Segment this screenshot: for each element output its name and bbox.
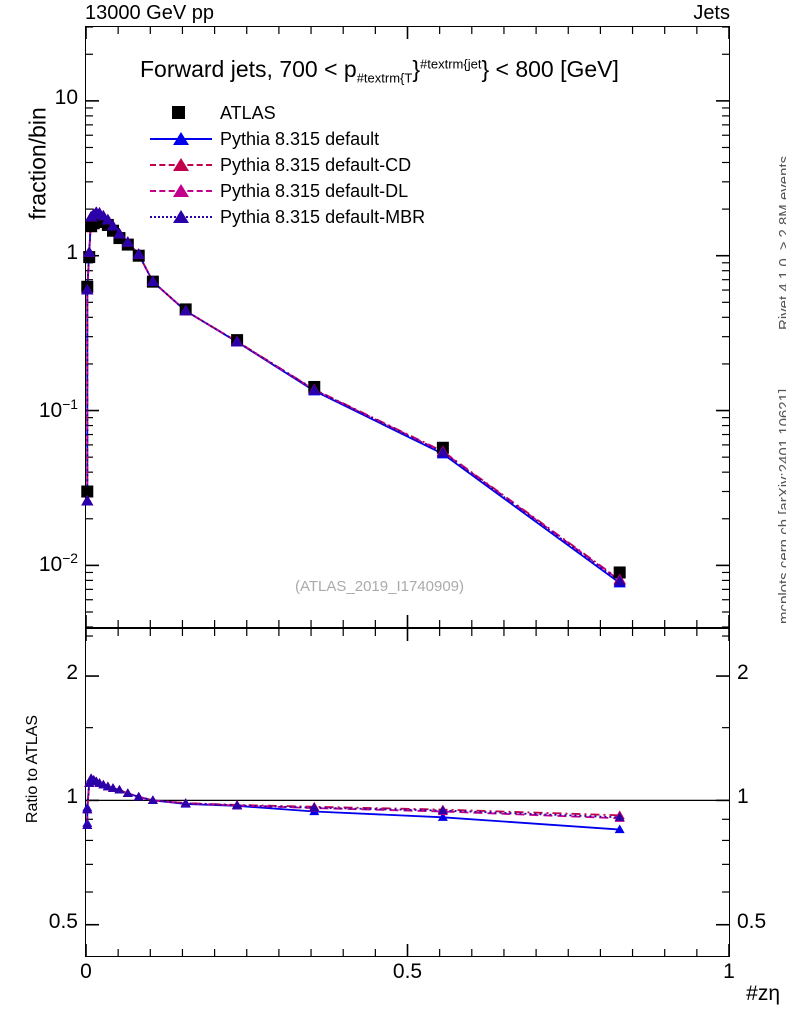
data-marker-triangle <box>108 783 119 792</box>
legend-key-2 <box>150 155 212 175</box>
plot-title: Forward jets, 700 < p#textrm{T}#textrm{j… <box>140 56 619 86</box>
data-marker-triangle <box>107 220 120 231</box>
data-marker-triangle <box>82 804 93 814</box>
data-marker-triangle <box>113 228 126 239</box>
ratio-plot-frame <box>85 628 730 957</box>
ratio-line-pythia-8-315-default <box>86 777 620 831</box>
legend-marker-triangle <box>173 132 189 145</box>
data-marker-triangle <box>614 824 625 834</box>
data-marker-triangle <box>81 284 94 295</box>
data-marker-triangle <box>614 812 625 821</box>
ratio-y-tick-label-l: 2 <box>66 661 78 685</box>
data-marker-triangle <box>114 784 125 794</box>
data-marker-triangle <box>132 248 145 259</box>
plot-title-sup: #textrm{jet <box>420 56 482 72</box>
data-marker-triangle <box>613 575 626 586</box>
plot-title-suffix: } < 800 [GeV] <box>481 56 619 82</box>
analysis-category-label: Jets <box>693 2 730 24</box>
data-marker-triangle <box>146 275 159 286</box>
main-plot-frame <box>85 26 730 628</box>
legend-marker-triangle <box>173 184 189 197</box>
data-marker-triangle <box>180 798 191 807</box>
main-y-tick-label: 10 <box>54 85 78 109</box>
legend-marker-square <box>172 106 185 119</box>
legend-label-4: Pythia 8.315 default-MBR <box>220 207 426 227</box>
data-marker-triangle <box>437 812 448 821</box>
ratio-y-tick-label-l: 0.5 <box>48 909 78 933</box>
legend-key-3 <box>150 181 212 201</box>
data-marker-triangle <box>83 246 96 257</box>
legend-item-2[interactable]: Pythia 8.315 default-CD <box>150 152 425 178</box>
data-marker-triangle <box>82 820 93 829</box>
legend-marker-triangle <box>173 210 189 223</box>
data-marker-triangle <box>232 800 243 809</box>
plot-title-sub: #textrm{T <box>356 70 413 86</box>
data-marker-triangle <box>436 446 449 457</box>
series-line-pythia-8-315-default <box>86 211 621 584</box>
data-marker-triangle <box>308 383 321 395</box>
legend-key-0 <box>150 103 212 123</box>
main-y-tick-label: 10−1 <box>38 395 78 422</box>
data-marker-triangle <box>309 802 320 812</box>
data-marker-square <box>613 566 626 579</box>
data-marker-triangle <box>122 788 133 797</box>
main-y-tick-label: 10−2 <box>38 550 78 577</box>
ratio-y-tick-label-r: 0.5 <box>737 909 767 933</box>
x-tick-label: 1 <box>723 960 735 983</box>
legend-label-1: Pythia 8.315 default <box>220 129 380 149</box>
legend-key-4 <box>150 207 212 227</box>
data-marker-triangle <box>101 214 114 225</box>
data-marker-triangle <box>133 791 144 801</box>
legend-item-3[interactable]: Pythia 8.315 default-DL <box>150 178 425 204</box>
x-tick-label: 0.5 <box>392 960 423 983</box>
collision-energy-label: 13000 GeV pp <box>85 2 214 24</box>
data-marker-triangle <box>81 495 94 506</box>
x-tick-label: 0 <box>80 960 92 983</box>
ratio-y-tick-label-r: 1 <box>737 785 749 809</box>
data-marker-triangle <box>231 335 244 347</box>
analysis-id-watermark: (ATLAS_2019_I1740909) <box>295 578 465 595</box>
legend-label-0: ATLAS <box>220 103 276 123</box>
main-y-tick-label: 1 <box>66 240 78 264</box>
data-marker-triangle <box>179 304 192 316</box>
ratio-y-tick-label-l: 1 <box>66 785 78 809</box>
data-marker-triangle <box>437 805 448 815</box>
legend-item-1[interactable]: Pythia 8.315 default <box>150 126 425 152</box>
data-marker-triangle <box>147 795 158 804</box>
data-marker-triangle <box>121 236 134 247</box>
legend-item-4[interactable]: Pythia 8.315 default-MBR <box>150 204 425 230</box>
legend-label-2: Pythia 8.315 default-CD <box>220 155 412 175</box>
plot-title-brace1: } <box>412 56 421 82</box>
legend-key-1 <box>150 129 212 149</box>
legend: ATLAS Pythia 8.315 default Pythia 8.315 de… <box>150 100 425 230</box>
x-axis-label: #zη <box>746 982 780 1005</box>
data-marker-square <box>83 251 96 264</box>
legend-marker-triangle <box>173 158 189 171</box>
plot-title-prefix: Forward jets, 700 < p <box>140 56 357 82</box>
ratio-y-tick-label-r: 2 <box>737 661 749 685</box>
legend-item-0[interactable]: ATLAS <box>150 100 425 126</box>
ratio-line-pythia-8-315-default-dl <box>86 777 620 826</box>
data-marker-square <box>81 485 94 498</box>
series-line-pythia-8-315-default-mbr <box>86 211 621 582</box>
legend-label-3: Pythia 8.315 default-DL <box>220 181 409 201</box>
